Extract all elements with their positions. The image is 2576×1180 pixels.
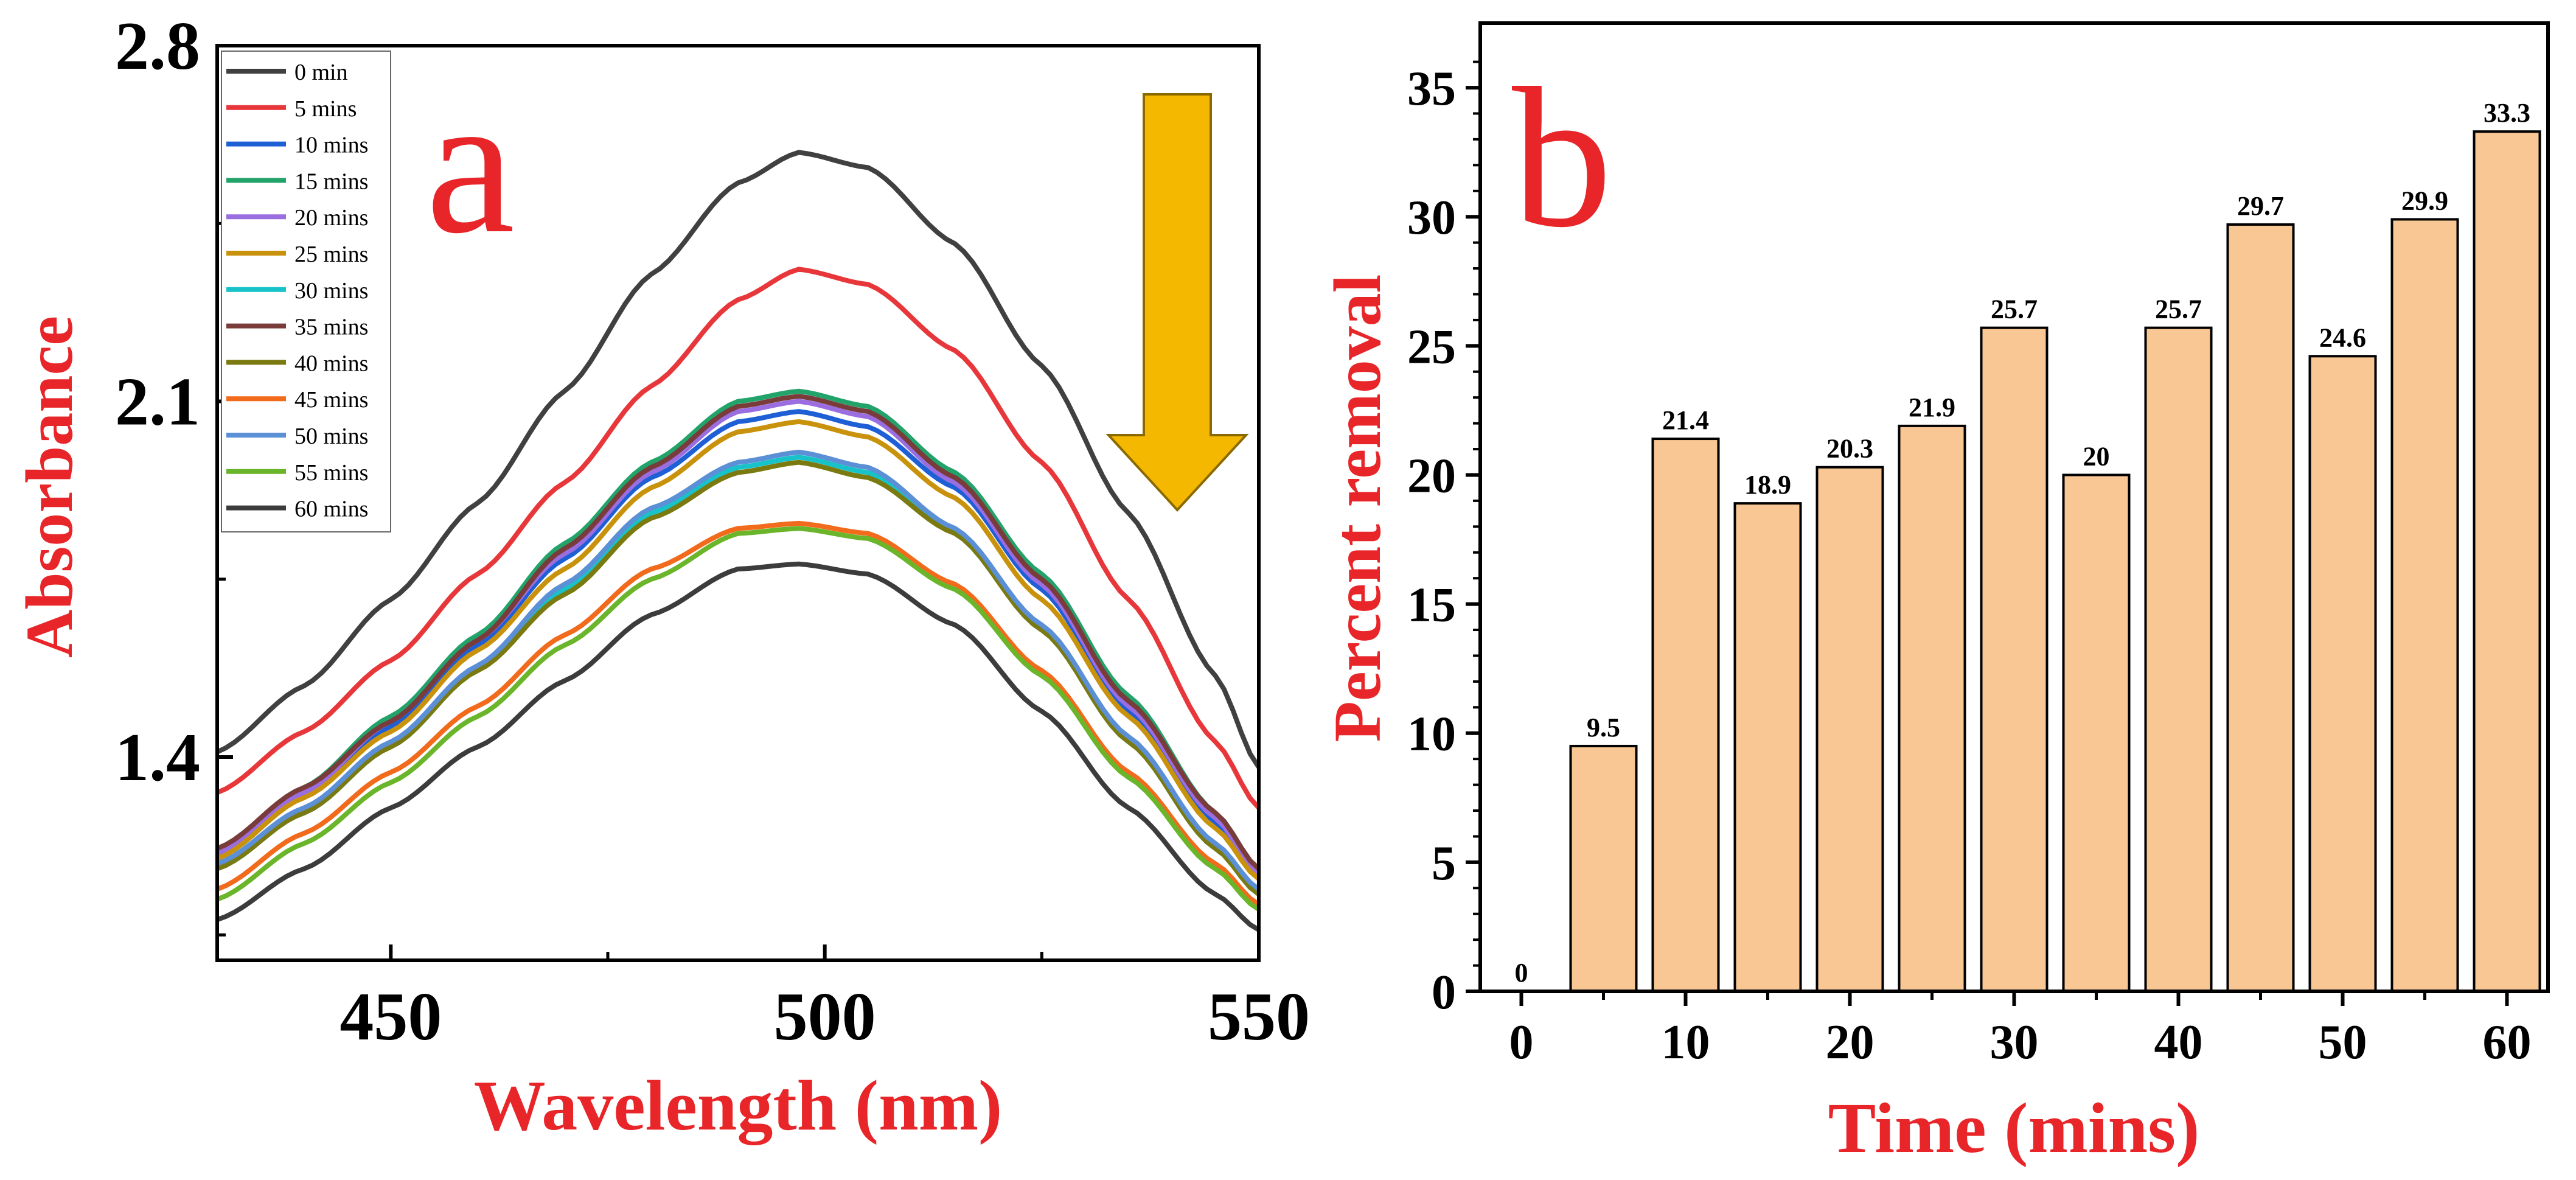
x-tick-label: 40	[2154, 1016, 2203, 1069]
bar-data-label: 9.5	[1587, 713, 1620, 742]
legend-label: 40 mins	[294, 351, 368, 376]
legend-label: 30 mins	[294, 278, 368, 304]
series-line-55-mins	[216, 526, 1261, 912]
x-tick-label: 550	[1208, 979, 1310, 1055]
x-tick-label: 60	[2483, 1016, 2532, 1069]
bar-50	[2308, 355, 2377, 993]
bar-data-label: 21.9	[1909, 393, 1955, 422]
bar-data-label: 0	[1515, 958, 1528, 988]
x-tick-label: 0	[1509, 1016, 1534, 1069]
series-line-10-mins	[216, 409, 1261, 876]
x-tick-label: 500	[774, 979, 876, 1055]
legend-label: 5 mins	[294, 96, 357, 122]
bar-40	[2144, 326, 2213, 993]
bar-data-label: 20.3	[1826, 434, 1873, 464]
legend-label: 15 mins	[294, 169, 368, 194]
y-tick-label: 2.1	[115, 365, 200, 440]
removal-bars	[1487, 130, 2541, 993]
panel-a-label: a	[426, 53, 515, 275]
y-tick-label: 1.4	[115, 720, 200, 795]
bar-data-label: 29.9	[2401, 186, 2448, 215]
y-tick-label: 15	[1407, 579, 1456, 632]
y-tick-label: 25	[1407, 320, 1456, 374]
panel-b-label: b	[1512, 47, 1612, 269]
bar-20	[1815, 466, 1884, 993]
legend-label: 55 mins	[294, 460, 368, 486]
bar-data-label: 29.7	[2237, 191, 2284, 221]
bar-55	[2390, 218, 2459, 993]
series-line-45-mins	[216, 520, 1261, 907]
bar-10	[1651, 438, 1720, 993]
legend-label: 0 min	[294, 60, 348, 85]
legend-label: 35 mins	[294, 315, 368, 340]
bar-35	[2062, 473, 2131, 993]
series-line-25-mins	[216, 419, 1261, 881]
series-line-0-min	[216, 150, 1261, 769]
legend-label: 50 mins	[294, 424, 368, 449]
bar-data-label: 18.9	[1744, 470, 1791, 500]
absorbance-series-lines	[216, 150, 1261, 932]
bar-60	[2473, 130, 2541, 993]
bar-data-label: 33.3	[2484, 98, 2530, 128]
removal-data-labels: 0 9.5 21.4 18.9 20.3 21.9 25.7 20 25.7 29.7 24.6 29…	[1515, 98, 2531, 988]
bar-25	[1898, 424, 1966, 993]
panel-a-y-axis-title: Absorbance	[12, 316, 86, 658]
legend-label: 25 mins	[294, 242, 368, 267]
panel-b-removal-chart: 0 9.5 21.4 18.9 20.3 21.9 25.7 20 25.7 29.7 24.6 29…	[1320, 21, 2550, 1168]
panel-a-absorbance-chart: 450 500 550 1.4 2.1 2.8 Wavelength (nm) Abso…	[12, 9, 1310, 1145]
down-arrow-icon	[1105, 93, 1249, 512]
legend-items: 0 min 5 mins 10 mins 15 mins 20 mins 25 mins 3…	[226, 60, 368, 522]
bar-45	[2226, 223, 2295, 993]
x-tick-label: 50	[2319, 1016, 2367, 1069]
y-tick-label: 2.8	[115, 9, 200, 84]
legend-label: 45 mins	[294, 387, 368, 413]
bar-data-label: 20	[2083, 441, 2110, 471]
bar-data-label: 25.7	[2155, 295, 2202, 324]
x-tick-label: 30	[1990, 1016, 2039, 1069]
series-line-5-mins	[216, 267, 1261, 810]
y-tick-label: 0	[1432, 966, 1456, 1019]
series-line-40-mins	[216, 459, 1261, 896]
panel-a-y-ticks: 1.4 2.1 2.8	[115, 9, 233, 937]
x-tick-label: 20	[1826, 1016, 1875, 1069]
y-tick-label: 20	[1407, 449, 1456, 503]
legend-label: 20 mins	[294, 205, 368, 231]
panel-a-x-axis-title: Wavelength (nm)	[474, 1066, 1003, 1145]
panel-b-x-ticks: 0 10 20 30 40 50 60	[1509, 991, 2532, 1069]
legend-label: 60 mins	[294, 497, 368, 522]
series-line-15-mins	[216, 388, 1261, 871]
series-line-35-mins	[216, 394, 1261, 871]
bar-5	[1569, 744, 1638, 993]
bar-data-label: 25.7	[1991, 295, 2038, 324]
panel-a-plot-frame	[215, 44, 1261, 962]
series-line-50-mins	[216, 449, 1261, 892]
y-tick-label: 10	[1407, 708, 1456, 761]
panel-a-legend: 0 min 5 mins 10 mins 15 mins 20 mins 25 mins 3…	[221, 51, 391, 532]
panel-a-x-ticks: 450 500 550	[339, 944, 1310, 1055]
x-tick-label: 10	[1662, 1016, 1710, 1069]
decreasing-trend-arrow	[1105, 93, 1249, 512]
legend-label: 10 mins	[294, 133, 368, 158]
bar-data-label: 21.4	[1662, 405, 1709, 435]
y-tick-label: 5	[1432, 837, 1456, 890]
panel-b-y-ticks: 0 5 10 15 20 25 30 35	[1407, 60, 1480, 1019]
x-tick-label: 450	[339, 979, 442, 1055]
y-tick-label: 30	[1407, 191, 1456, 245]
bar-15	[1733, 502, 1802, 993]
bar-data-label: 24.6	[2319, 323, 2366, 352]
panel-b-y-axis-title: Percent removal	[1320, 274, 1394, 742]
y-tick-label: 35	[1407, 62, 1456, 116]
bar-30	[1980, 326, 2049, 993]
series-line-60-mins	[216, 561, 1261, 932]
panel-b-x-axis-title: Time (mins)	[1828, 1088, 2200, 1168]
